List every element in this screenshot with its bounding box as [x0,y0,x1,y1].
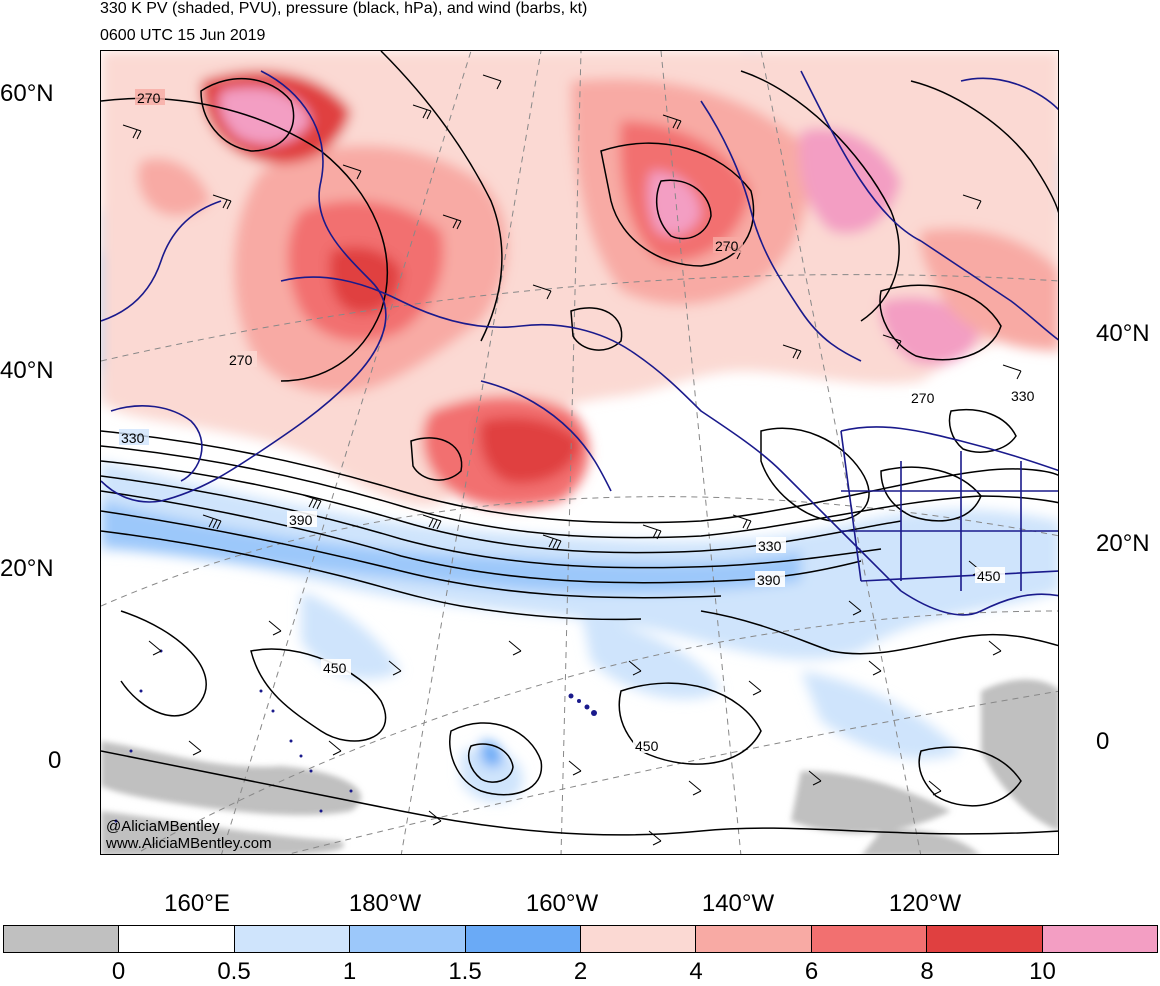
colorbar [3,925,1158,953]
credit-handle: @AliciaMBentley [106,818,220,835]
contour-label: 270 [715,238,739,254]
contour-label: 330 [758,538,782,554]
contour-label: 450 [977,568,1001,584]
contour-label: 390 [289,512,313,528]
map-panel: 270 270 270 270 330 390 330 390 450 450 … [100,50,1059,855]
colorbar-tick-label: 4 [689,958,703,985]
colorbar-tick-label: 2 [573,958,588,985]
contour-labels: 270 270 270 270 330 390 330 390 450 450 … [119,89,1039,754]
colorbar-swatch [465,926,582,952]
colorbar-tick-label: 8 [920,958,934,985]
credit-website: www.AliciaMBentley.com [106,835,272,852]
colorbar-swatch [696,926,812,952]
contour-label: 450 [323,660,347,676]
colorbar-swatch [927,926,1043,952]
colorbar-tick-label: 1 [342,958,357,985]
lon-label: 140°W [701,890,775,917]
colorbar-swatch [1042,926,1158,952]
colorbar-tick-label: 10 [1029,958,1056,985]
colorbar-swatch [119,926,235,952]
contour-label: 270 [911,390,935,406]
colorbar-tick-label: 1.5 [448,958,482,985]
contour-label: 330 [1011,388,1035,404]
pv-shading-high [101,51,1058,508]
island-dots [114,649,597,823]
map-valid-time: 0600 UTC 15 Jun 2019 [100,27,266,44]
contour-label: 270 [229,352,253,368]
contour-label: 270 [137,90,161,106]
lat-label-left: 60°N [0,80,54,107]
colorbar-swatch [811,926,928,952]
lon-label: 160°E [164,890,230,917]
coastlines [101,70,1058,616]
colorbar-swatch [350,926,466,952]
colorbar-swatch [581,926,697,952]
colorbar-swatch [234,926,351,952]
contour-label: 330 [121,430,145,446]
pressure-contours [101,51,1058,836]
contour-label: 450 [635,738,659,754]
lat-label-left: 0 [48,747,62,774]
pv-shading-gray [101,679,1058,854]
map-canvas: 270 270 270 270 330 390 330 390 450 450 … [101,51,1058,854]
lat-label-left: 40°N [0,357,54,384]
lat-label-right: 0 [1096,728,1110,755]
lon-label: 160°W [525,890,599,917]
colorbar-swatch [4,926,120,952]
contour-label: 390 [757,572,781,588]
lat-label-right: 40°N [1096,320,1150,347]
lat-label-left: 20°N [0,555,54,582]
colorbar-tick-label: 0 [111,958,126,985]
colorbar-tick-label: 0.5 [217,958,251,985]
lat-label-right: 20°N [1096,530,1150,557]
colorbar-tick-label: 6 [804,958,819,985]
map-title: 330 K PV (shaded, PVU), pressure (black,… [100,0,588,17]
lon-label: 180°W [348,890,422,917]
lon-label: 120°W [888,890,962,917]
